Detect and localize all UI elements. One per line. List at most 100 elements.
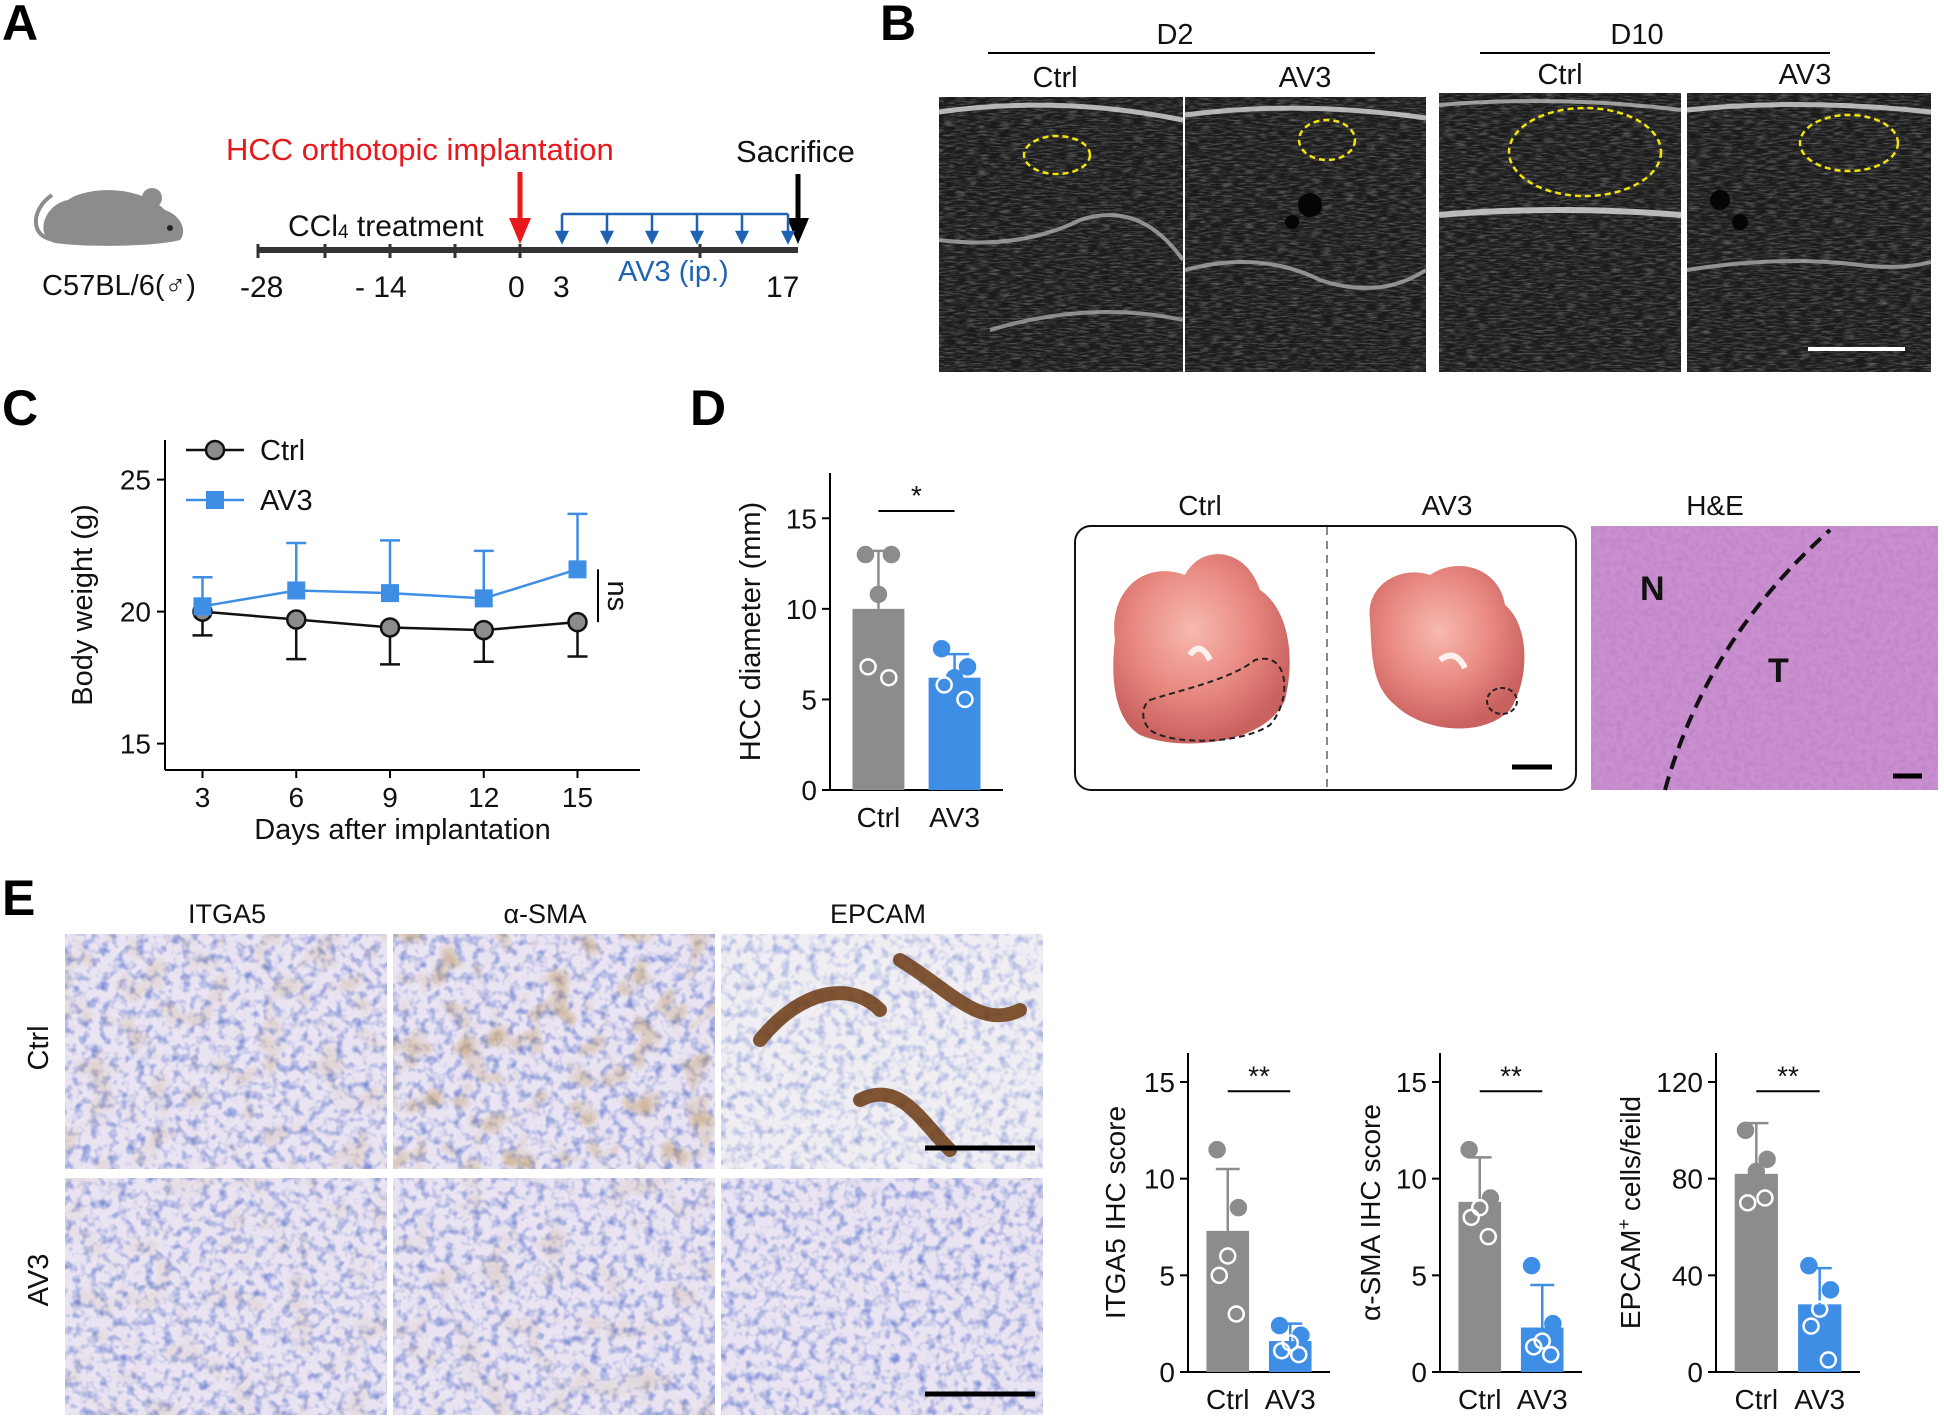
tick-minus-14: - 14 — [355, 271, 407, 304]
tick-0: 0 — [508, 271, 525, 304]
stain-asma-label: α-SMA — [503, 899, 586, 929]
bar-av3: AV3 — [928, 639, 981, 833]
data-point — [1544, 1314, 1562, 1333]
significance-label: ** — [1248, 1060, 1270, 1091]
y-tick-label: 15 — [786, 503, 817, 534]
data-point — [1272, 1341, 1291, 1360]
b-d2-ctrl-label: Ctrl — [1032, 62, 1077, 94]
data-point — [1819, 1351, 1838, 1369]
panel-label-a: A — [2, 0, 38, 51]
data-point — [1810, 1300, 1829, 1318]
liver-ctrl-label: Ctrl — [1178, 490, 1222, 521]
group-d10-label: D10 — [1610, 19, 1663, 51]
x-tick-label: Ctrl — [1735, 1384, 1779, 1415]
panel-e-ihc-grid: ITGA5 α-SMA EPCAM Ctrl AV3 — [23, 899, 1043, 1415]
x-tick-label: Ctrl — [857, 802, 901, 833]
data-point — [1292, 1326, 1310, 1345]
y-tick-label: 0 — [1159, 1357, 1175, 1388]
y-axis-label: HCC diameter (mm) — [735, 502, 767, 761]
y-tick-label: 25 — [120, 465, 151, 496]
y-tick-label: 40 — [1672, 1260, 1703, 1291]
he-histology: N T — [1591, 526, 1938, 791]
y-tick-label: 120 — [1656, 1067, 1703, 1098]
data-point — [567, 611, 588, 633]
mouse-icon — [33, 188, 184, 246]
bar — [928, 677, 981, 790]
y-axis-label: EPCAM+ cells/feild — [1614, 1096, 1646, 1329]
legend-marker — [206, 491, 224, 509]
bar-ctrl: Ctrl — [1735, 1121, 1779, 1415]
data-point — [956, 690, 974, 709]
bar — [852, 608, 905, 790]
tick-17: 17 — [766, 271, 799, 304]
tick-3: 3 — [553, 271, 570, 304]
legend-label: AV3 — [260, 485, 313, 517]
b-d10-ctrl-label: Ctrl — [1537, 59, 1582, 91]
data-point — [1479, 1227, 1498, 1246]
data-point — [1542, 1345, 1560, 1364]
strain-label: C57BL/6(♂) — [42, 270, 196, 302]
av3-ip-label: AV3 (ip.) — [618, 256, 729, 288]
y-tick-label: 0 — [801, 775, 817, 806]
liver-av3-label: AV3 — [1422, 490, 1473, 521]
data-point — [945, 668, 964, 687]
panel-b-ultrasound: D2 D10 Ctrl AV3 Ctrl AV3 — [938, 19, 1932, 372]
data-point — [1758, 1150, 1776, 1169]
data-point — [1219, 1247, 1237, 1265]
bar-ctrl: Ctrl — [1458, 1140, 1502, 1415]
data-point — [379, 617, 401, 638]
b-d10-av3-label: AV3 — [1779, 59, 1832, 91]
row-av3-label: AV3 — [23, 1254, 55, 1307]
significance-label: ** — [1500, 1060, 1522, 1091]
he-label: H&E — [1686, 490, 1744, 521]
significance-label: ** — [1777, 1060, 1799, 1091]
data-point — [1738, 1194, 1757, 1212]
y-tick-label: 10 — [1396, 1164, 1427, 1195]
implant-label: HCC orthotopic implantation — [226, 132, 614, 167]
data-point — [1290, 1345, 1308, 1364]
data-point — [474, 589, 493, 608]
chart-d-hcc-diameter: 0 5 10 15 Ctrl AV3 * HCC diameter (mm) — [735, 473, 1003, 833]
data-point — [859, 658, 877, 676]
data-point — [880, 668, 898, 687]
data-point — [935, 676, 953, 694]
data-point — [193, 597, 212, 616]
data-point — [1229, 1198, 1248, 1217]
legend-label: Ctrl — [260, 435, 305, 467]
data-point — [856, 545, 875, 564]
panel-a-timeline: C57BL/6(♂) -28 - 14 0 3 17 CCl4 treatmen… — [33, 132, 855, 304]
bar — [1458, 1201, 1502, 1372]
liver-av3 — [1369, 566, 1552, 770]
x-tick-label: 15 — [562, 782, 593, 813]
data-point — [287, 581, 306, 600]
liver-ctrl — [1113, 554, 1290, 744]
x-tick-label: 12 — [468, 782, 499, 813]
he-normal-label: N — [1640, 570, 1665, 608]
x-tick-label: AV3 — [929, 802, 980, 833]
y-tick-label: 10 — [1144, 1164, 1175, 1195]
x-tick-label: AV3 — [1265, 1384, 1316, 1415]
data-point — [1800, 1256, 1818, 1275]
chart-c-body-weight: 15 20 25 3 6 9 12 15 Days after implantation Body… — [67, 435, 640, 846]
data-point — [1270, 1316, 1289, 1335]
x-tick-label: AV3 — [1517, 1384, 1568, 1415]
data-point — [1210, 1266, 1228, 1285]
y-tick-label: 0 — [1411, 1357, 1427, 1388]
data-point — [1460, 1140, 1478, 1159]
x-tick-label: 9 — [382, 782, 398, 813]
ihc-ctrl-asma — [393, 934, 715, 1169]
ihc-av3-itga5 — [65, 1178, 387, 1415]
data-point — [1462, 1208, 1480, 1227]
chart-e-asma: 0 5 10 15 Ctrl AV3 ** α-SMA IHC score — [1355, 1053, 1582, 1415]
data-point — [1471, 1198, 1489, 1217]
y-axis-label: ITGA5 IHC score — [1100, 1106, 1131, 1319]
series-ctrl — [192, 601, 588, 666]
ultrasound-d2-av3 — [1184, 97, 1428, 372]
series-av3 — [192, 512, 588, 616]
y-tick-label: 5 — [1159, 1260, 1175, 1291]
data-point — [1736, 1121, 1755, 1140]
stain-itga5-label: ITGA5 — [188, 899, 266, 929]
x-tick-label: Ctrl — [1206, 1384, 1250, 1415]
legend-marker — [204, 439, 226, 461]
